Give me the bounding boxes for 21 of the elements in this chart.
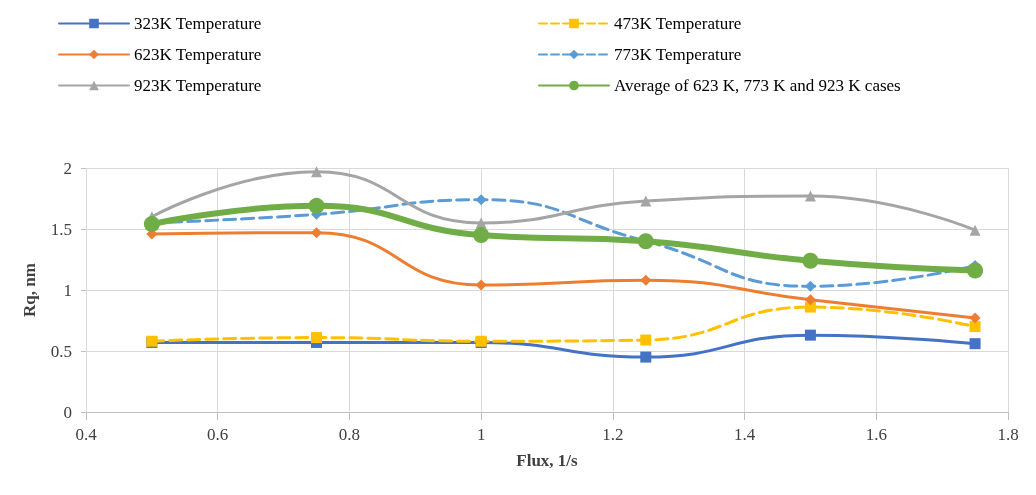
legend-label: 923K Temperature <box>134 76 262 95</box>
y-tick-label: 1.5 <box>50 219 72 239</box>
x-tick-label: 1.6 <box>865 425 887 444</box>
y-tick-label: 1 <box>63 280 72 300</box>
legend-label: Average of 623 K, 773 K and 923 K cases <box>614 76 901 95</box>
x-tick-label: 1.4 <box>733 425 756 444</box>
x-tick-label: 0.8 <box>338 425 361 444</box>
x-tick-label: 0.4 <box>75 425 98 444</box>
y-axis-title: Rq, nm <box>20 263 39 317</box>
x-tick-label: 1 <box>476 425 486 444</box>
x-tick-label: 1.2 <box>602 425 624 444</box>
x-tick-label: 0.6 <box>207 425 229 444</box>
y-tick-label: 0 <box>63 402 72 422</box>
legend-label: 323K Temperature <box>134 14 262 33</box>
legend-label: 623K Temperature <box>134 45 262 64</box>
legend-label: 473K Temperature <box>614 14 742 33</box>
x-tick-label: 1.8 <box>997 425 1019 444</box>
y-tick-label: 0.5 <box>50 341 72 361</box>
x-axis-title: Flux, 1/s <box>516 451 579 470</box>
y-tick-label: 2 <box>63 158 72 178</box>
legend-label: 773K Temperature <box>614 45 742 64</box>
